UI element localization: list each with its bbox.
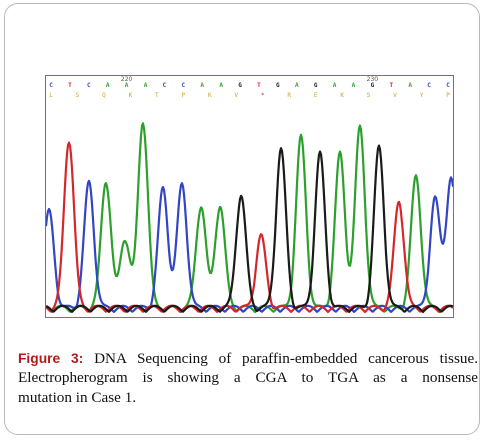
amino-acid: V <box>393 92 397 99</box>
base-call: A <box>200 82 204 89</box>
caption-line-2: Electropherogram is showing a CGA to TGA… <box>18 369 478 387</box>
base-call: C <box>427 82 431 89</box>
base-call: G <box>371 82 375 89</box>
trace-G <box>46 144 453 314</box>
amino-acid: L <box>49 92 53 99</box>
amino-acid: V <box>234 92 238 99</box>
base-call: A <box>106 82 110 89</box>
amino-acid: Y <box>420 92 424 99</box>
amino-acid: S <box>76 92 80 99</box>
base-call: G <box>276 82 280 89</box>
base-call: C <box>446 82 450 89</box>
figure-frame: C T C A A A C C A A G T G A G A A G T A C C 220 230 L S Q K T P K V * R E K… <box>4 3 480 435</box>
amino-acid: T <box>155 92 159 99</box>
amino-acid: P <box>446 92 450 99</box>
base-call: A <box>144 82 148 89</box>
base-call: G <box>314 82 318 89</box>
position-label: 230 <box>367 76 379 83</box>
amino-acid: P <box>182 92 186 99</box>
base-call: C <box>87 82 91 89</box>
amino-acid: R <box>287 92 291 99</box>
amino-acid: E <box>314 92 318 99</box>
base-call: C <box>182 82 186 89</box>
base-call: G <box>238 82 242 89</box>
base-call: C <box>163 82 167 89</box>
amino-acid: S <box>367 92 371 99</box>
base-call: A <box>352 82 356 89</box>
electropherogram: C T C A A A C C A A G T G A G A A G T A C C 220 230 L S Q K T P K V * R E K… <box>45 75 454 318</box>
base-call: A <box>219 82 223 89</box>
base-call: C <box>49 82 53 89</box>
base-call: A <box>125 82 129 89</box>
figure-caption: Figure 3: DNA Sequencing of paraffin-emb… <box>18 349 478 407</box>
base-call: A <box>333 82 337 89</box>
base-call: A <box>295 82 299 89</box>
base-call: T <box>257 82 261 89</box>
position-label: 220 <box>121 76 133 83</box>
base-call: T <box>389 82 393 89</box>
figure-label: Figure 3: <box>18 351 84 366</box>
amino-acid: * <box>261 92 265 99</box>
base-call: A <box>408 82 412 89</box>
amino-acid: K <box>340 92 344 99</box>
caption-line-3: mutation in Case 1. <box>18 388 137 406</box>
amino-acid: K <box>208 92 212 99</box>
amino-acid: Q <box>102 92 106 99</box>
base-call: T <box>68 82 72 89</box>
caption-line-1: DNA Sequencing of paraffin-embedded canc… <box>94 350 479 367</box>
trace-C <box>46 176 453 313</box>
amino-acid: K <box>129 92 133 99</box>
